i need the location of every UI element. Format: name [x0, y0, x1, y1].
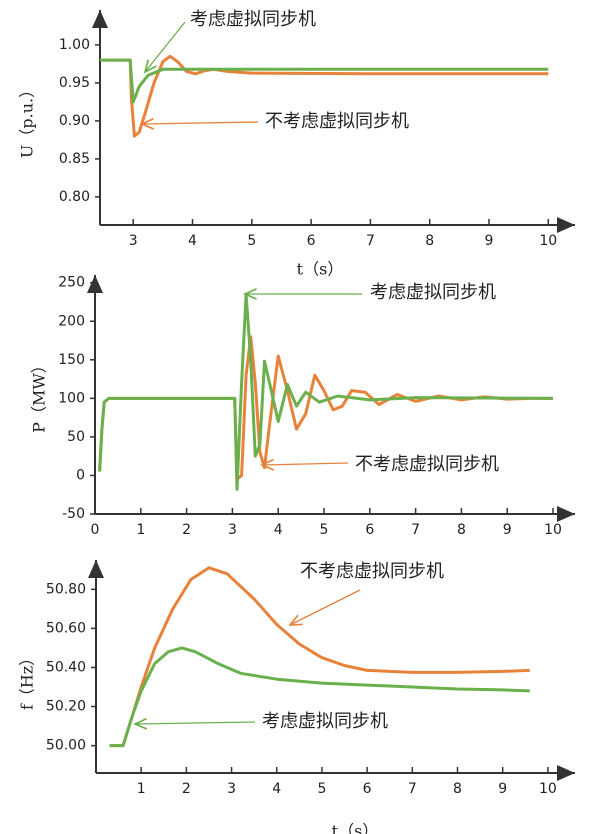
y-tick-label: -50 [62, 506, 85, 522]
annotation-arrow [135, 722, 256, 724]
x-tick-label: 4 [188, 233, 197, 249]
y-tick-label: 200 [58, 313, 85, 329]
x-tick-label: 3 [129, 233, 138, 249]
series-label: 考虑虚拟同步机 [262, 711, 388, 732]
series-line [100, 58, 549, 104]
x-tick-label: 7 [408, 781, 417, 797]
y-tick-label: 50.00 [46, 738, 86, 754]
y-tick-label: 0.95 [59, 75, 90, 91]
x-tick-label: 9 [485, 233, 494, 249]
y-tick-label: 100 [58, 390, 85, 406]
x-tick-label: 5 [317, 781, 326, 797]
series-label: 不考虑虚拟同步机 [265, 111, 409, 132]
annotation-arrow [262, 463, 349, 465]
x-tick-label: 3 [228, 522, 237, 538]
series-label: 考虑虚拟同步机 [370, 282, 496, 303]
series-line [109, 646, 530, 748]
series-label: 考虑虚拟同步机 [190, 9, 316, 30]
y-tick-label: 50 [67, 429, 85, 445]
x-tick-label: 1 [137, 781, 146, 797]
x-tick-label: 10 [539, 233, 557, 249]
x-tick-label: 6 [365, 522, 374, 538]
x-axis-label: t（s） [332, 822, 379, 834]
y-tick-label: 0.80 [59, 189, 90, 205]
x-tick-label: 8 [453, 781, 462, 797]
x-tick-label: 5 [247, 233, 256, 249]
x-tick-label: 10 [539, 781, 557, 797]
y-tick-label: 0.85 [59, 151, 90, 167]
x-tick-label: 2 [182, 522, 191, 538]
series-line [98, 292, 554, 491]
y-tick-label: 50.20 [46, 699, 86, 715]
x-tick-label: 9 [498, 781, 507, 797]
y-tick-label: 0 [76, 467, 85, 483]
x-tick-label: 2 [182, 781, 191, 797]
annotation-arrow [290, 589, 361, 625]
x-tick-label: 3 [227, 781, 236, 797]
x-tick-label: 10 [544, 522, 562, 538]
x-tick-label: 4 [274, 522, 283, 538]
y-tick-label: 50.40 [46, 659, 86, 675]
x-axis-label: t（s） [297, 260, 344, 279]
y-tick-label: 0.90 [59, 113, 90, 129]
x-tick-label: 4 [272, 781, 281, 797]
series-line [100, 54, 549, 138]
annotation-arrow [142, 122, 259, 124]
series-label: 不考虑虚拟同步机 [355, 454, 499, 475]
y-tick-label: 50.60 [46, 620, 86, 636]
x-tick-label: 5 [320, 522, 329, 538]
x-tick-label: 7 [366, 233, 375, 249]
y-axis-label: U（p.u.） [18, 82, 37, 158]
annotation-arrow [145, 21, 186, 72]
x-tick-label: 6 [363, 781, 372, 797]
x-tick-label: 7 [411, 522, 420, 538]
y-tick-label: 150 [58, 352, 85, 368]
x-tick-label: 9 [503, 522, 512, 538]
y-tick-label: 1.00 [59, 37, 90, 53]
series-label: 不考虑虚拟同步机 [300, 561, 444, 582]
x-tick-label: 6 [307, 233, 316, 249]
y-tick-label: 250 [58, 275, 85, 291]
y-tick-label: 50.80 [46, 581, 86, 597]
x-tick-label: 8 [425, 233, 434, 249]
x-tick-label: 1 [136, 522, 145, 538]
series-line [109, 566, 530, 748]
y-axis-label: P（MW） [30, 357, 49, 433]
y-axis-label: f（Hz） [18, 650, 37, 710]
x-tick-label: 0 [91, 522, 100, 538]
x-tick-label: 8 [457, 522, 466, 538]
